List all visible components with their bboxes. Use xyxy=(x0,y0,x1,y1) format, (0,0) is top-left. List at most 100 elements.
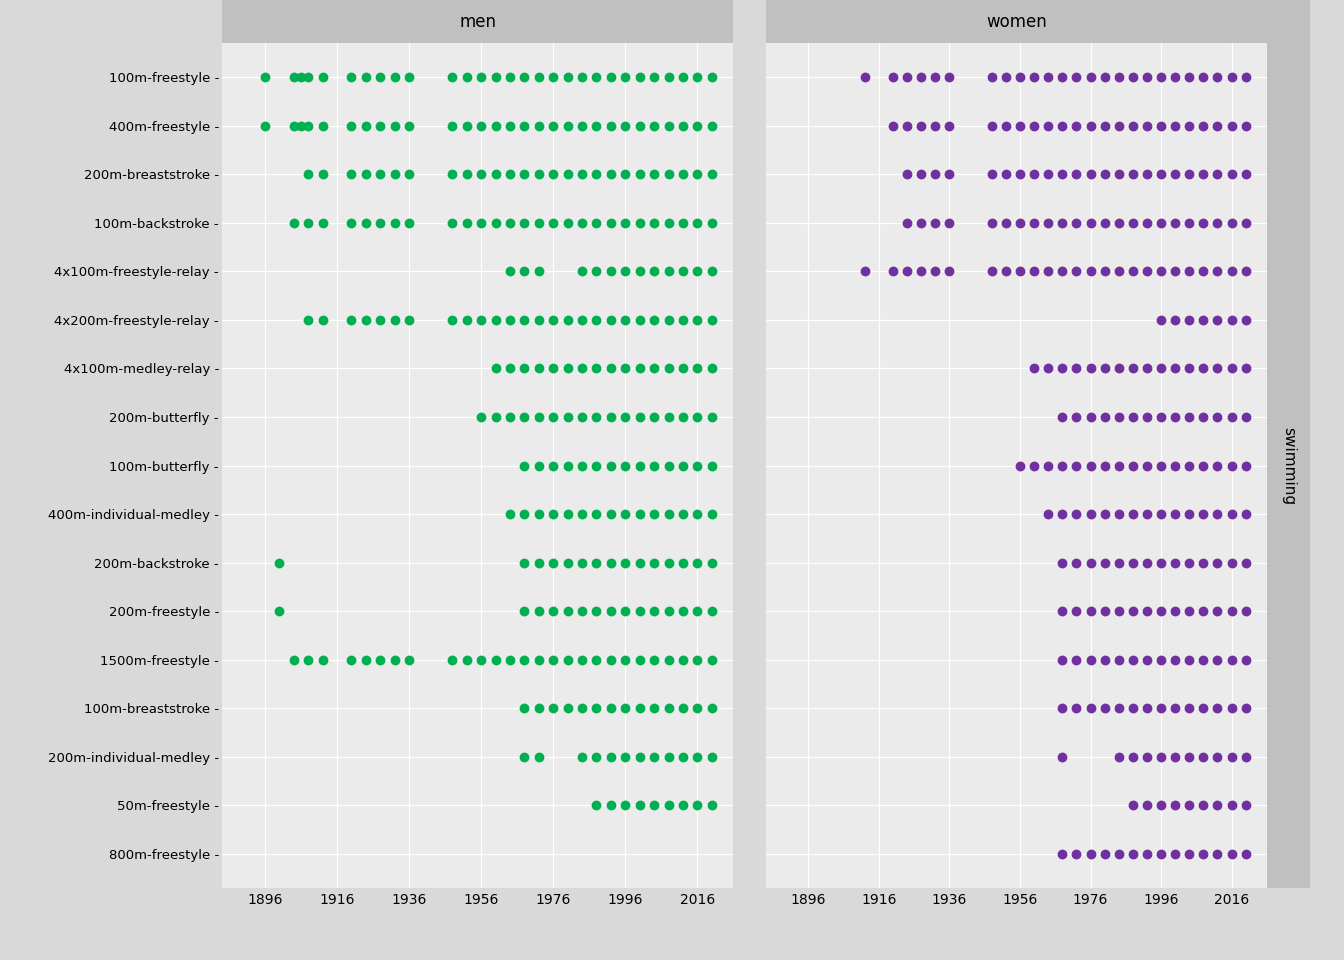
Point xyxy=(601,652,622,667)
Point xyxy=(657,215,679,230)
Point xyxy=(1107,458,1129,473)
Point xyxy=(586,798,607,813)
Point xyxy=(1235,458,1257,473)
Point xyxy=(629,312,650,327)
Point xyxy=(644,652,665,667)
Point xyxy=(1207,652,1228,667)
Point xyxy=(513,555,535,570)
Point xyxy=(1192,361,1214,376)
Point xyxy=(1051,847,1073,862)
Point xyxy=(1220,69,1242,84)
Point xyxy=(614,409,636,424)
Point xyxy=(499,361,520,376)
Point xyxy=(629,604,650,619)
Point xyxy=(938,118,960,133)
Point xyxy=(1038,69,1059,84)
Point xyxy=(513,215,535,230)
Point xyxy=(254,118,276,133)
Point xyxy=(601,118,622,133)
Point xyxy=(1207,604,1228,619)
Point xyxy=(629,458,650,473)
Point xyxy=(1207,215,1228,230)
Point xyxy=(571,215,593,230)
Point xyxy=(370,215,391,230)
Point xyxy=(1220,264,1242,279)
Point xyxy=(1235,167,1257,182)
Point xyxy=(995,118,1016,133)
Point xyxy=(1150,555,1172,570)
Point xyxy=(601,798,622,813)
Point xyxy=(702,458,723,473)
Point xyxy=(702,118,723,133)
Point xyxy=(586,312,607,327)
Point xyxy=(672,69,694,84)
Point xyxy=(556,701,578,716)
Point xyxy=(1009,215,1031,230)
Point xyxy=(657,701,679,716)
Point xyxy=(995,69,1016,84)
Point xyxy=(614,215,636,230)
Point xyxy=(1136,361,1157,376)
Point xyxy=(1009,167,1031,182)
Point xyxy=(601,749,622,764)
Point xyxy=(1107,847,1129,862)
Point xyxy=(1164,118,1185,133)
Point xyxy=(657,118,679,133)
Point xyxy=(1107,409,1129,424)
Point xyxy=(644,361,665,376)
Point xyxy=(586,361,607,376)
Point xyxy=(528,167,550,182)
Point xyxy=(513,604,535,619)
Point xyxy=(1136,798,1157,813)
Point xyxy=(672,118,694,133)
Point xyxy=(995,167,1016,182)
Point xyxy=(644,458,665,473)
Point xyxy=(398,215,419,230)
Point xyxy=(1051,118,1073,133)
Point xyxy=(614,312,636,327)
Point xyxy=(1150,118,1172,133)
Point xyxy=(384,69,406,84)
Point xyxy=(456,215,477,230)
Point xyxy=(1051,604,1073,619)
Point xyxy=(702,652,723,667)
Point xyxy=(1094,847,1116,862)
Point xyxy=(614,361,636,376)
Point xyxy=(702,69,723,84)
Point xyxy=(1079,701,1101,716)
Point xyxy=(938,69,960,84)
Point xyxy=(1179,652,1200,667)
Point xyxy=(1179,458,1200,473)
Point xyxy=(629,69,650,84)
Point xyxy=(1122,749,1144,764)
Point xyxy=(370,652,391,667)
Point xyxy=(1207,701,1228,716)
Point xyxy=(1164,69,1185,84)
Point xyxy=(1023,69,1044,84)
Point xyxy=(543,118,564,133)
Point xyxy=(1235,701,1257,716)
Point xyxy=(1150,69,1172,84)
Point xyxy=(702,215,723,230)
Point xyxy=(1164,215,1185,230)
Point xyxy=(543,458,564,473)
Point xyxy=(1150,798,1172,813)
Point xyxy=(456,118,477,133)
Point xyxy=(1235,507,1257,522)
Point xyxy=(442,118,464,133)
Point xyxy=(1164,507,1185,522)
Point xyxy=(513,409,535,424)
Point xyxy=(586,507,607,522)
Point xyxy=(1122,604,1144,619)
Point xyxy=(586,458,607,473)
Point xyxy=(1192,118,1214,133)
Point xyxy=(513,312,535,327)
Point xyxy=(312,118,333,133)
Point xyxy=(1107,167,1129,182)
Point xyxy=(1150,847,1172,862)
Point xyxy=(687,507,708,522)
Point xyxy=(571,361,593,376)
Point xyxy=(1079,847,1101,862)
Point xyxy=(1009,69,1031,84)
Point xyxy=(1150,507,1172,522)
